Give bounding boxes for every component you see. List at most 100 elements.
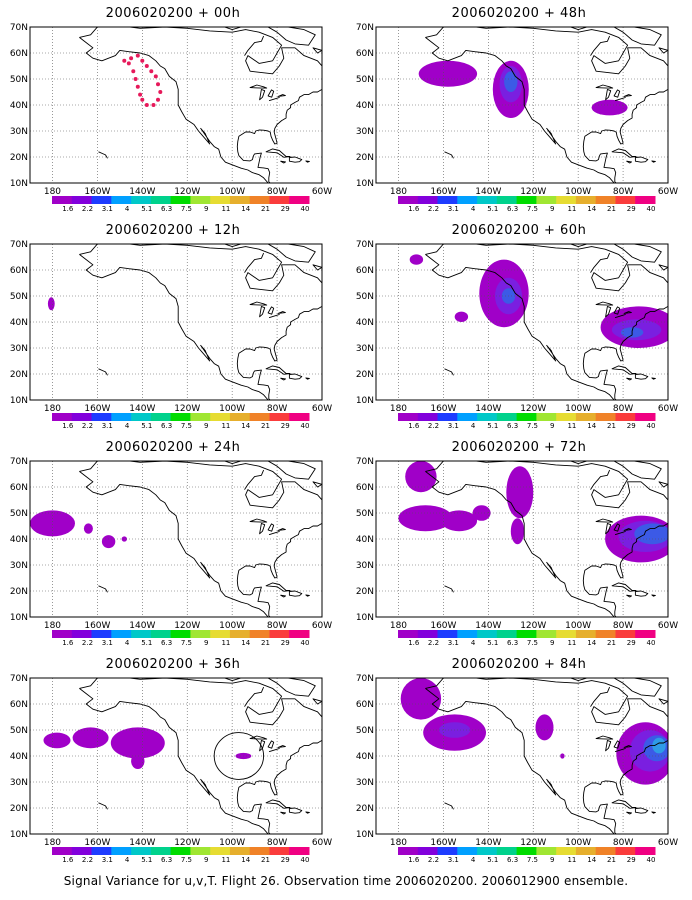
colorbar-label: 2.2 <box>82 205 93 213</box>
variance-shade <box>504 71 518 92</box>
lon-tick-label: 60W <box>658 404 678 414</box>
map-plot-area <box>376 678 668 834</box>
variance-shade <box>652 737 666 754</box>
colorbar-label: 7.5 <box>527 856 538 864</box>
map-canvas: 10N 20N 30N 40N 50N 60N 70N 180 160W 140W 120W 100W… <box>356 674 678 864</box>
colorbar-label: 9 <box>204 639 208 647</box>
colorbar-label: 5.1 <box>487 639 498 647</box>
lon-tick-label: 60W <box>658 621 678 631</box>
colorbar: 1.6 2.2 3.1 4 5.1 6.3 7.5 9 11 14 21 29 40 <box>398 196 656 213</box>
colorbar-swatch <box>575 196 597 204</box>
colorbar-swatch <box>516 630 537 638</box>
lon-tick-label: 100W <box>565 404 591 414</box>
coastline <box>425 461 668 617</box>
lat-tick-label: 50N <box>356 509 374 519</box>
variance-shade <box>441 510 478 532</box>
colorbar-swatch <box>91 196 112 204</box>
lat-tick-label: 70N <box>356 674 374 684</box>
variance-shade <box>510 518 525 545</box>
colorbar-swatch <box>516 196 537 204</box>
lat-tick-label: 60N <box>10 266 28 276</box>
lon-tick-label: 80W <box>267 404 287 414</box>
colorbar-swatch <box>615 196 636 204</box>
colorbar-label: 2.2 <box>428 856 439 864</box>
colorbar-label: 40 <box>647 205 656 213</box>
lat-tick-label: 10N <box>10 830 28 840</box>
lat-tick-label: 40N <box>10 318 28 328</box>
lat-tick-label: 40N <box>356 535 374 545</box>
lon-tick-label: 80W <box>613 838 633 848</box>
lat-tick-label: 70N <box>356 23 374 33</box>
colorbar-swatch <box>556 630 577 638</box>
colorbar-swatch <box>111 847 132 855</box>
colorbar-label: 5.1 <box>141 422 152 430</box>
colorbar-label: 9 <box>550 205 554 213</box>
colorbar-label: 1.6 <box>408 639 420 647</box>
colorbar-swatch <box>496 847 518 855</box>
colorbar-swatch <box>457 413 478 421</box>
map-frame <box>375 243 669 401</box>
colorbar-label: 9 <box>204 856 208 864</box>
colorbar-swatch <box>52 413 73 421</box>
colorbar-swatch <box>398 196 419 204</box>
colorbar-swatch <box>575 630 597 638</box>
lat-tick-label: 10N <box>10 179 28 189</box>
colorbar-swatch <box>417 630 439 638</box>
map-panel: 2006020200 + 48h 10N 20N 30N 40N 50N 60N 70N 180… <box>346 0 692 217</box>
map-canvas: 10N 20N 30N 40N 50N 60N 70N 180 160W 140W 120W 100W… <box>356 23 678 213</box>
colorbar-swatch <box>457 630 478 638</box>
lat-tick-label: 60N <box>356 700 374 710</box>
colorbar-label: 3.1 <box>448 422 459 430</box>
colorbar-swatch <box>131 847 152 855</box>
lon-tick-label: 60W <box>312 404 332 414</box>
colorbar: 1.6 2.2 3.1 4 5.1 6.3 7.5 9 11 14 21 29 40 <box>398 630 656 647</box>
colorbar-label: 7.5 <box>181 205 192 213</box>
map-panel: 2006020200 + 24h 10N 20N 30N 40N 50N 60N 70N 180… <box>0 434 346 651</box>
colorbar-swatch <box>536 413 557 421</box>
colorbar: 1.6 2.2 3.1 4 5.1 6.3 7.5 9 11 14 21 29 40 <box>52 630 310 647</box>
colorbar-swatch <box>229 413 251 421</box>
lat-tick-label: 10N <box>10 396 28 406</box>
colorbar-label: 40 <box>647 856 656 864</box>
colorbar-swatch <box>111 413 132 421</box>
colorbar-swatch <box>417 196 439 204</box>
variance-shade <box>110 727 165 759</box>
lat-tick-label: 40N <box>356 318 374 328</box>
lat-tick-label: 20N <box>10 804 28 814</box>
observation-dot <box>153 74 158 79</box>
lon-tick-label: 120W <box>174 404 200 414</box>
lon-tick-label: 180 <box>44 404 61 414</box>
colorbar-swatch <box>635 847 656 855</box>
variance-shade <box>72 727 109 749</box>
colorbar-label: 6.3 <box>507 856 518 864</box>
colorbar-label: 40 <box>301 856 310 864</box>
colorbar-label: 5.1 <box>487 422 498 430</box>
colorbar-swatch <box>457 196 478 204</box>
observation-dot <box>149 69 154 74</box>
colorbar-label: 29 <box>627 856 636 864</box>
panel-title: 2006020200 + 24h <box>105 440 241 455</box>
map-canvas: 10N 20N 30N 40N 50N 60N 70N 180 160W 140W 120W 100W… <box>10 674 332 864</box>
lat-tick-label: 10N <box>10 613 28 623</box>
lat-tick-label: 20N <box>356 804 374 814</box>
lon-tick-label: 100W <box>565 187 591 197</box>
lon-tick-label: 80W <box>613 404 633 414</box>
colorbar-label: 21 <box>261 639 270 647</box>
colorbar-swatch <box>437 847 458 855</box>
observation-dot <box>135 84 140 89</box>
map-frame <box>29 26 323 184</box>
lon-tick-label: 180 <box>44 187 61 197</box>
lat-tick-label: 70N <box>356 457 374 467</box>
colorbar-swatch <box>477 196 498 204</box>
colorbar-swatch <box>71 413 93 421</box>
colorbar-swatch <box>477 413 498 421</box>
colorbar-swatch <box>536 847 557 855</box>
colorbar-swatch <box>249 196 270 204</box>
colorbar-label: 9 <box>550 639 554 647</box>
figure-caption: Signal Variance for u,v,T. Flight 26. Ob… <box>63 874 629 888</box>
lat-tick-label: 30N <box>356 344 374 354</box>
colorbar-swatch <box>457 847 478 855</box>
colorbar-label: 14 <box>241 205 250 213</box>
colorbar-swatch <box>437 413 458 421</box>
map-panel: 2006020200 + 36h 10N 20N 30N 40N 50N 60N 70N 180… <box>0 651 346 868</box>
